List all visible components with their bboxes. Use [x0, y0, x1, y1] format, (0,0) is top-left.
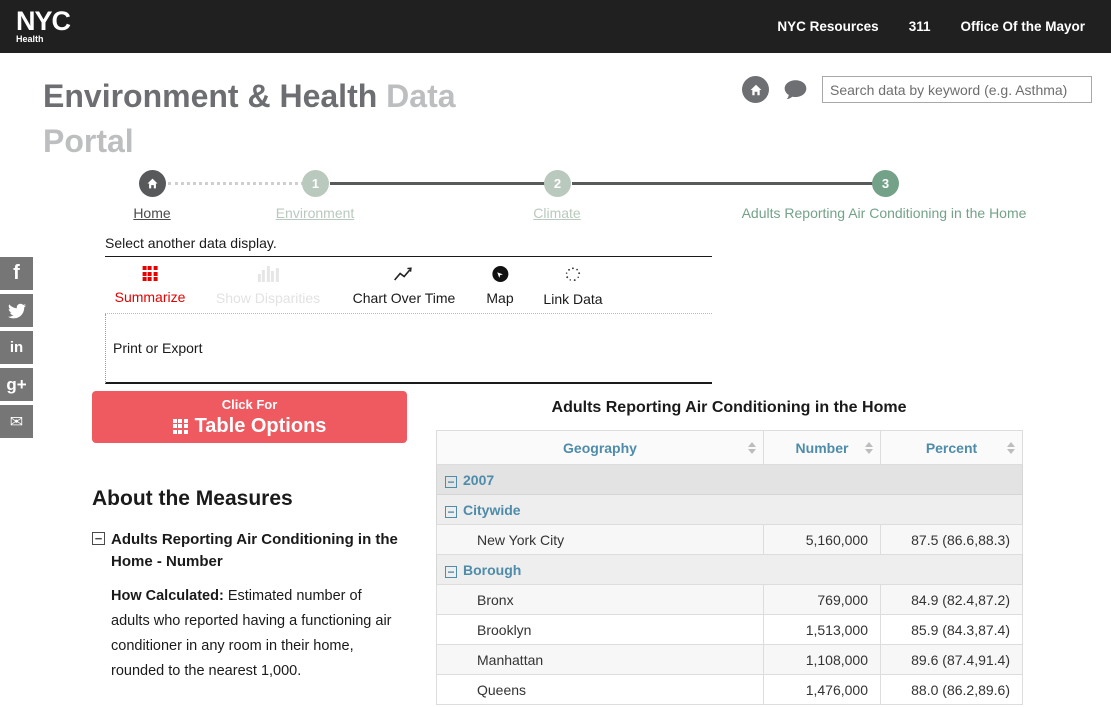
- about-the-measures: About the Measures − Adults Reporting Ai…: [92, 487, 404, 707]
- map-icon: ➤: [492, 266, 508, 282]
- stepper-dotted-connector: [168, 182, 304, 185]
- link-nyc-resources[interactable]: NYC Resources: [777, 19, 878, 34]
- collapse-minus-icon[interactable]: −: [445, 476, 457, 488]
- table-row: Brooklyn 1,513,000 85.9 (84.3,87.4): [437, 615, 1023, 645]
- header-tools: [742, 76, 1092, 103]
- logo-nyc-text: NYC: [16, 7, 70, 35]
- about-heading: About the Measures: [92, 487, 404, 511]
- column-header-percent[interactable]: Percent: [881, 431, 1023, 465]
- table-header-row: Geography Number Percent: [437, 431, 1023, 465]
- column-header-number[interactable]: Number: [764, 431, 881, 465]
- step-home-circle[interactable]: [139, 170, 166, 197]
- data-table-section: Adults Reporting Air Conditioning in the…: [436, 399, 1022, 705]
- tab-map[interactable]: ➤ Map: [486, 266, 513, 306]
- table-grid-icon: [173, 419, 188, 434]
- page-title: Environment & Health Data Portal: [43, 74, 533, 164]
- search-input[interactable]: [822, 76, 1092, 103]
- collapse-minus-icon[interactable]: −: [445, 566, 457, 578]
- how-calculated-paragraph: How Calculated: Estimated number of adul…: [92, 584, 404, 684]
- step-label-home[interactable]: Home: [133, 205, 170, 221]
- feedback-speech-bubble-icon[interactable]: [782, 77, 809, 103]
- collapse-minus-icon[interactable]: −: [92, 532, 105, 545]
- link-data-dots-icon: [565, 266, 582, 283]
- link-office-of-the-mayor[interactable]: Office Of the Mayor: [960, 19, 1085, 34]
- breadcrumb-stepper: 1 2 3 Home Environment Climate Adults Re…: [0, 170, 1111, 225]
- house-glyph-icon: [749, 83, 763, 97]
- page-title-primary: Environment & Health: [43, 78, 386, 114]
- measure-collapse-header[interactable]: − Adults Reporting Air Conditioning in t…: [92, 529, 404, 573]
- logo-health-text: Health: [16, 35, 70, 44]
- sort-icon[interactable]: [748, 442, 756, 454]
- display-selector-panel: Select another data display. Summarize S…: [105, 235, 712, 384]
- step-2-circle[interactable]: 2: [544, 170, 571, 197]
- top-bar: NYC Health NYC Resources 311 Office Of t…: [0, 0, 1111, 53]
- tab-show-disparities: Show Disparities: [216, 266, 320, 306]
- display-tabs: Summarize Show Disparities Chart Over Ti…: [105, 256, 712, 314]
- sort-icon[interactable]: [1007, 442, 1015, 454]
- step-1-circle[interactable]: 1: [302, 170, 329, 197]
- house-glyph-icon: [146, 177, 159, 190]
- tab-summarize[interactable]: Summarize: [115, 266, 186, 305]
- table-row: Bronx 769,000 84.9 (82.4,87.2): [437, 585, 1023, 615]
- summarize-grid-icon: [142, 266, 157, 281]
- linkedin-icon[interactable]: in: [0, 331, 33, 364]
- step-label-climate[interactable]: Climate: [533, 205, 580, 221]
- page: NYC Health NYC Resources 311 Office Of t…: [0, 0, 1111, 707]
- table-row: New York City 5,160,000 87.5 (86.6,88.3): [437, 525, 1023, 555]
- step-label-current-measure: Adults Reporting Air Conditioning in the…: [742, 205, 1027, 221]
- social-share-rail: f in g+ ✉: [0, 257, 33, 438]
- nyc-health-logo[interactable]: NYC Health: [16, 7, 70, 44]
- display-prompt: Select another data display.: [105, 235, 712, 256]
- step-label-environment[interactable]: Environment: [276, 205, 355, 221]
- step-3-circle[interactable]: 3: [872, 170, 899, 197]
- topbar-links: NYC Resources 311 Office Of the Mayor: [777, 0, 1085, 53]
- table-row: Manhattan 1,108,000 89.6 (87.4,91.4): [437, 645, 1023, 675]
- table-title: Adults Reporting Air Conditioning in the…: [436, 399, 1022, 417]
- disparities-bars-icon: [257, 266, 278, 282]
- panel-lower-area: Print or Export: [105, 314, 712, 384]
- twitter-bird-icon: [8, 302, 26, 320]
- sort-icon[interactable]: [865, 442, 873, 454]
- measure-title: Adults Reporting Air Conditioning in the…: [111, 531, 398, 570]
- link-311[interactable]: 311: [909, 19, 931, 34]
- google-plus-icon[interactable]: g+: [0, 368, 33, 401]
- line-chart-icon: [394, 266, 414, 282]
- table-row: Queens 1,476,000 88.0 (86.2,89.6): [437, 675, 1023, 705]
- stepper-connector-2-3: [572, 182, 873, 185]
- print-or-export-link[interactable]: Print or Export: [113, 340, 202, 356]
- column-header-geography[interactable]: Geography: [437, 431, 764, 465]
- measure-data-table: Geography Number Percent −2007 −Citywide…: [436, 430, 1023, 705]
- email-icon[interactable]: ✉: [0, 405, 33, 438]
- tab-link-data[interactable]: Link Data: [543, 266, 602, 307]
- twitter-icon[interactable]: [0, 294, 33, 327]
- tab-chart-over-time[interactable]: Chart Over Time: [353, 266, 456, 306]
- group-row-borough[interactable]: −Borough: [437, 555, 1023, 585]
- home-icon[interactable]: [742, 76, 769, 103]
- group-row-citywide[interactable]: −Citywide: [437, 495, 1023, 525]
- table-options-button[interactable]: Click For Table Options: [92, 391, 407, 443]
- collapse-minus-icon[interactable]: −: [445, 506, 457, 518]
- group-row-year[interactable]: −2007: [437, 465, 1023, 495]
- facebook-icon[interactable]: f: [0, 257, 33, 290]
- stepper-connector-1-2: [330, 182, 546, 185]
